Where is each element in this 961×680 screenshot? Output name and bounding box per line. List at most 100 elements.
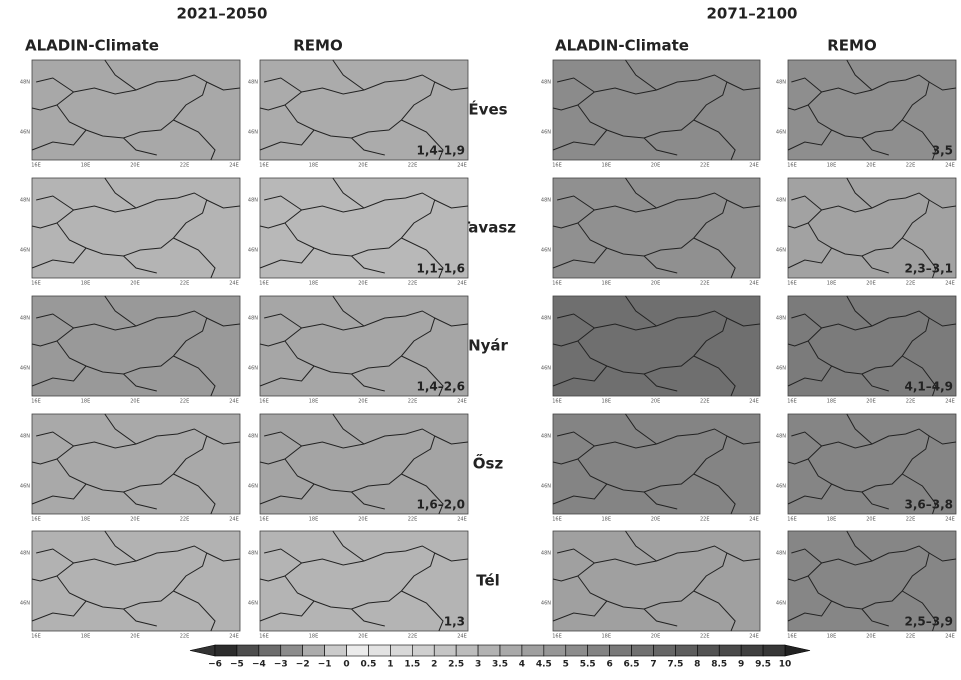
y-tick-label: 46N (776, 484, 786, 490)
x-tick-label: 24E (749, 399, 759, 405)
range-label: 3,5 (932, 144, 953, 158)
x-tick-label: 20E (651, 281, 661, 287)
colorbar-box (434, 645, 456, 656)
x-tick-label: 16E (259, 281, 269, 287)
x-tick-label: 22E (700, 163, 710, 169)
season-label: Nyár (468, 337, 508, 355)
x-tick-label: 22E (180, 517, 190, 523)
x-tick-label: 20E (130, 281, 140, 287)
x-tick-label: 20E (130, 399, 140, 405)
y-tick-label: 46N (20, 601, 30, 607)
colorbar-label: −3 (274, 660, 288, 670)
colorbar-arrow (190, 645, 215, 656)
y-tick-label: 48N (541, 434, 551, 440)
colorbar-box (390, 645, 412, 656)
x-tick-label: 20E (651, 163, 661, 169)
x-tick-label: 24E (749, 517, 759, 523)
x-tick-label: 24E (457, 281, 467, 287)
y-tick-label: 48N (248, 80, 258, 86)
model-title: ALADIN-Climate (25, 37, 159, 55)
colorbar-label: 5 (563, 660, 569, 670)
season-label: Ősz (473, 453, 504, 473)
y-tick-label: 48N (776, 198, 786, 204)
x-tick-label: 24E (945, 399, 955, 405)
season-label: Tél (476, 572, 500, 590)
colorbar-box (566, 645, 588, 656)
x-tick-label: 24E (749, 281, 759, 287)
y-tick-label: 48N (776, 316, 786, 322)
colorbar-label: 0 (343, 660, 349, 670)
y-tick-label: 48N (776, 551, 786, 557)
y-tick-label: 46N (248, 601, 258, 607)
colorbar-box (478, 645, 500, 656)
colorbar-label: 0.5 (360, 660, 376, 670)
x-tick-label: 20E (866, 399, 876, 405)
y-tick-label: 46N (541, 484, 551, 490)
x-tick-label: 22E (700, 281, 710, 287)
range-label: 1,1–1,6 (416, 262, 465, 276)
colorbar-box (412, 645, 434, 656)
y-tick-label: 48N (248, 551, 258, 557)
colorbar-label: 9 (738, 660, 744, 670)
x-tick-label: 22E (408, 281, 418, 287)
x-tick-label: 22E (906, 163, 916, 169)
y-tick-label: 46N (776, 130, 786, 136)
x-tick-label: 20E (358, 281, 368, 287)
y-tick-label: 48N (20, 198, 30, 204)
colorbar-box (610, 645, 632, 656)
colorbar-label: 7 (650, 660, 656, 670)
range-label: 1,6–2,0 (416, 498, 465, 512)
x-tick-label: 16E (259, 163, 269, 169)
colorbar-box (368, 645, 390, 656)
x-tick-label: 18E (601, 399, 611, 405)
x-tick-label: 24E (945, 517, 955, 523)
x-tick-label: 22E (408, 399, 418, 405)
colorbar-label: −4 (252, 660, 266, 670)
y-tick-label: 48N (248, 434, 258, 440)
x-tick-label: 18E (309, 281, 319, 287)
season-label: Tavasz (460, 219, 516, 237)
x-tick-label: 24E (229, 634, 239, 640)
y-tick-label: 48N (541, 316, 551, 322)
y-tick-label: 46N (20, 248, 30, 254)
x-tick-label: 22E (180, 634, 190, 640)
colorbar-label: 6.5 (624, 660, 640, 670)
x-tick-label: 24E (457, 517, 467, 523)
colorbar-box (632, 645, 654, 656)
x-tick-label: 22E (906, 517, 916, 523)
x-tick-label: 22E (408, 634, 418, 640)
x-tick-label: 16E (31, 634, 41, 640)
x-tick-label: 16E (31, 163, 41, 169)
map-panel (260, 531, 468, 631)
x-tick-label: 18E (81, 281, 91, 287)
y-tick-label: 46N (248, 484, 258, 490)
x-tick-label: 24E (457, 163, 467, 169)
x-tick-label: 22E (408, 517, 418, 523)
colorbar-box (544, 645, 566, 656)
map-panel (553, 178, 760, 278)
colorbar-label: 3 (475, 660, 481, 670)
y-tick-label: 46N (776, 248, 786, 254)
model-title: ALADIN-Climate (555, 37, 689, 55)
colorbar-label: 9.5 (755, 660, 771, 670)
y-tick-label: 46N (248, 366, 258, 372)
x-tick-label: 20E (358, 163, 368, 169)
x-tick-label: 16E (787, 517, 797, 523)
colorbar-box (500, 645, 522, 656)
colorbar-label: 4 (519, 660, 525, 670)
colorbar-box (522, 645, 544, 656)
colorbar-box (588, 645, 610, 656)
x-tick-label: 20E (651, 634, 661, 640)
x-tick-label: 16E (787, 163, 797, 169)
x-tick-label: 22E (906, 634, 916, 640)
x-tick-label: 18E (827, 399, 837, 405)
period-title: 2021–2050 (177, 5, 268, 23)
colorbar-box (259, 645, 281, 656)
y-tick-label: 48N (776, 434, 786, 440)
colorbar-label: 10 (779, 660, 792, 670)
y-tick-label: 46N (541, 601, 551, 607)
y-tick-label: 48N (776, 80, 786, 86)
x-tick-label: 20E (130, 517, 140, 523)
colorbar-box (456, 645, 478, 656)
x-tick-label: 16E (259, 399, 269, 405)
